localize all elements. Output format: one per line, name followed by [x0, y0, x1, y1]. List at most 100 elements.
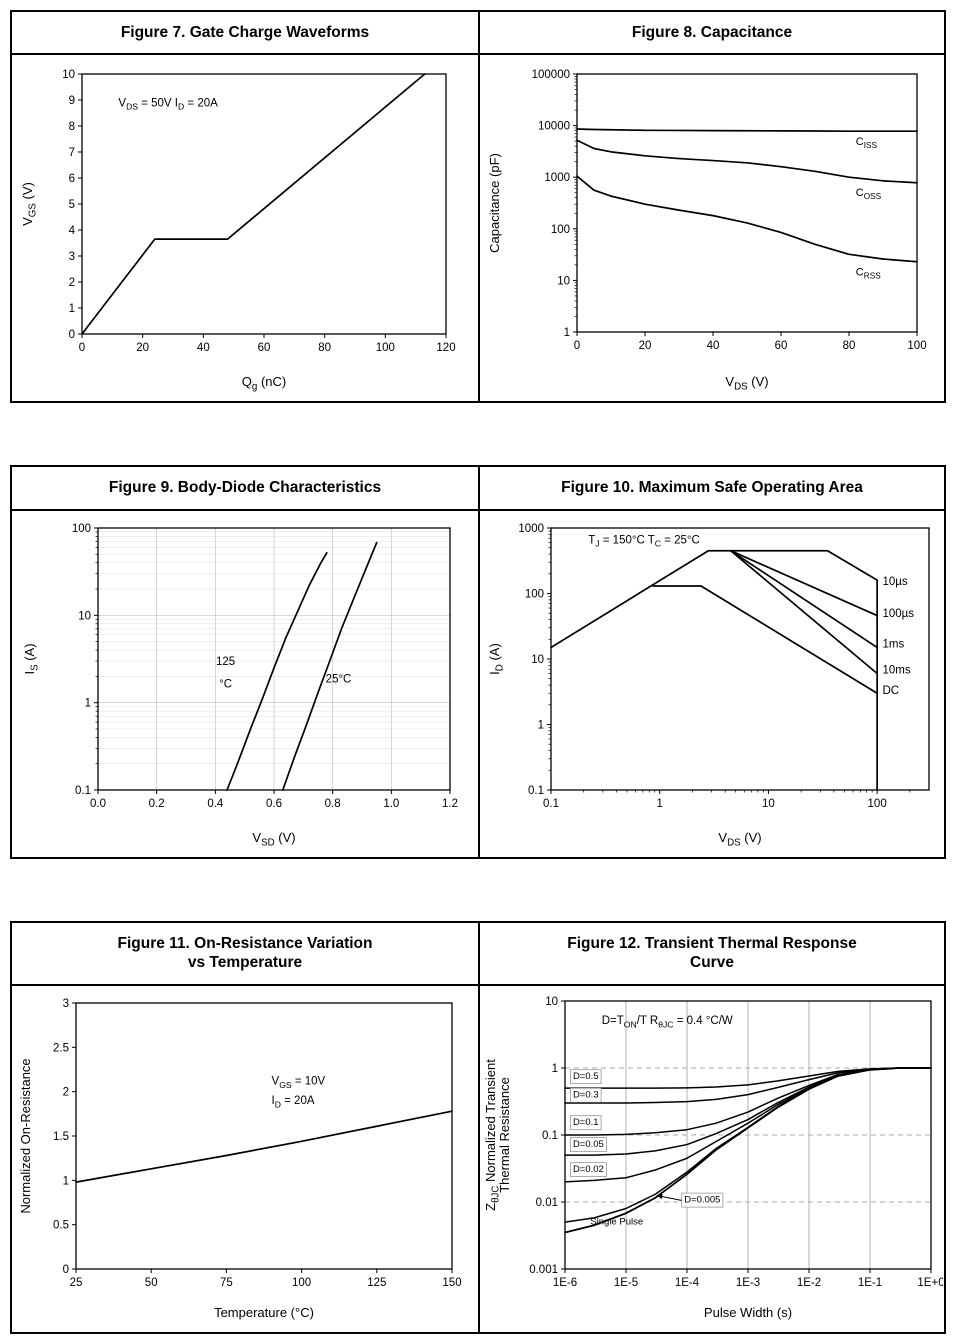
svg-text:1: 1 — [63, 1175, 69, 1187]
svg-text:0.1: 0.1 — [528, 785, 544, 797]
svg-text:60: 60 — [775, 340, 788, 352]
svg-text:Capacitance (pF): Capacitance (pF) — [487, 154, 502, 254]
svg-text:150: 150 — [442, 1277, 461, 1289]
svg-text:80: 80 — [843, 340, 856, 352]
svg-text:20: 20 — [136, 342, 149, 354]
svg-text:10µs: 10µs — [882, 576, 907, 588]
figure-8-panel: 0 20 40 60 80 100 1 10 100 1000 10000 100000 CISS COS… — [478, 55, 944, 402]
svg-text:D=0.02: D=0.02 — [573, 1164, 604, 1175]
svg-text:1.5: 1.5 — [53, 1131, 69, 1143]
figure-10-title: Figure 10. Maximum Safe Operating Area — [478, 467, 944, 511]
svg-text:1E-2: 1E-2 — [797, 1277, 821, 1289]
svg-text:1: 1 — [69, 303, 75, 315]
svg-text:100: 100 — [376, 342, 395, 354]
svg-text:7: 7 — [69, 147, 75, 159]
svg-text:0.01: 0.01 — [536, 1197, 558, 1209]
svg-text:100: 100 — [292, 1277, 311, 1289]
svg-text:40: 40 — [197, 342, 210, 354]
figure-table-9-10: Figure 9. Body-Diode Characteristics Fig… — [10, 465, 946, 859]
chart-row-7-8: 0 20 40 60 80 100 120 0 1 2 3 4 5 6 7 8 9 10 VDS = 50V ID … — [12, 55, 944, 402]
svg-text:D=0.05: D=0.05 — [573, 1139, 604, 1150]
figure-11-title-text: Figure 11. On-Resistance Variation vs Te… — [117, 934, 373, 972]
svg-text:1E-5: 1E-5 — [614, 1277, 638, 1289]
svg-text:40: 40 — [707, 340, 720, 352]
svg-text:1.2: 1.2 — [442, 798, 458, 810]
svg-text:10: 10 — [78, 610, 91, 622]
figure-11-panel: 25 50 75 100 125 150 0 0.5 1 1.5 2 2.5 3 VGS = 10V ID … — [12, 985, 478, 1332]
svg-text:25°C: 25°C — [326, 673, 352, 685]
svg-text:75: 75 — [220, 1277, 233, 1289]
svg-text:0: 0 — [79, 342, 85, 354]
svg-text:0.2: 0.2 — [149, 798, 165, 810]
svg-text:50: 50 — [145, 1277, 158, 1289]
svg-text:10: 10 — [545, 996, 558, 1008]
svg-text:25: 25 — [70, 1277, 83, 1289]
header-row-9-10: Figure 9. Body-Diode Characteristics Fig… — [12, 467, 944, 511]
figure-7-title-text: Figure 7. Gate Charge Waveforms — [120, 24, 370, 41]
figure-10-title-text: Figure 10. Maximum Safe Operating Area — [561, 479, 863, 497]
figure-9-chart: 0.0 0.2 0.4 0.6 0.8 1.0 1.2 0.1 1 10 100 125 °C 25°C V… — [22, 523, 458, 849]
svg-text:0.6: 0.6 — [266, 798, 282, 810]
svg-text:0.001: 0.001 — [529, 1264, 558, 1276]
svg-text:Temperature (°C): Temperature (°C) — [214, 1305, 314, 1320]
svg-text:ID (A): ID (A) — [487, 643, 506, 675]
svg-text:10: 10 — [557, 276, 570, 288]
svg-text:TJ = 150°C TC = 25°C: TJ = 150°C TC = 25°C — [588, 534, 700, 548]
figure-8-title: Figure 8. Capacitance — [478, 12, 944, 56]
svg-text:CRSS: CRSS — [856, 267, 881, 281]
figure-table-7-8: Figure 7. Gate Charge Waveforms Figure 8… — [10, 10, 946, 404]
figure-12-panel: 1E-6 1E-5 1E-4 1E-3 1E-2 1E-1 1E+0 0.001 0.01 0.1… — [478, 985, 944, 1332]
svg-text:6: 6 — [69, 173, 75, 185]
svg-text:°C: °C — [219, 678, 232, 690]
svg-text:0.0: 0.0 — [90, 798, 106, 810]
svg-text:2: 2 — [69, 277, 75, 289]
figure-10-chart: 0.1 1 10 100 0.1 1 10 100 1000 TJ = 150°C TC = 25… — [487, 523, 930, 848]
svg-text:1000: 1000 — [518, 523, 544, 535]
svg-text:COSS: COSS — [856, 187, 882, 201]
figure-7-title: Figure 7. Gate Charge Waveforms — [12, 12, 478, 56]
figure-8-title-text: Figure 8. Capacitance — [631, 24, 793, 41]
svg-text:0.1: 0.1 — [75, 785, 91, 797]
svg-text:8: 8 — [69, 121, 75, 133]
svg-text:VDS (V): VDS (V) — [725, 374, 768, 393]
svg-text:120: 120 — [436, 342, 455, 354]
svg-text:3: 3 — [63, 998, 69, 1010]
svg-text:1: 1 — [552, 1063, 558, 1075]
svg-text:100: 100 — [525, 588, 544, 600]
figure-10-panel: 0.1 1 10 100 0.1 1 10 100 1000 TJ = 150°C TC = 25… — [478, 510, 944, 857]
svg-text:0.1: 0.1 — [543, 798, 559, 810]
svg-text:2: 2 — [63, 1086, 69, 1098]
figure-12-chart: 1E-6 1E-5 1E-4 1E-3 1E-2 1E-1 1E+0 0.001 0.01 0.1… — [483, 996, 943, 1320]
svg-text:0: 0 — [574, 340, 580, 352]
header-row-7-8: Figure 7. Gate Charge Waveforms Figure 8… — [12, 12, 944, 56]
svg-text:Normalized On-Resistance: Normalized On-Resistance — [18, 1058, 33, 1213]
svg-text:1E-4: 1E-4 — [675, 1277, 700, 1289]
svg-text:1ms: 1ms — [882, 638, 904, 650]
svg-text:10: 10 — [531, 654, 544, 666]
svg-text:1: 1 — [85, 697, 91, 709]
svg-text:100: 100 — [72, 523, 91, 535]
svg-text:100: 100 — [551, 224, 570, 236]
svg-text:4: 4 — [69, 225, 76, 237]
figure-9-panel: 0.0 0.2 0.4 0.6 0.8 1.0 1.2 0.1 1 10 100 125 °C 25°C V… — [12, 510, 478, 857]
figure-11-chart: 25 50 75 100 125 150 0 0.5 1 1.5 2 2.5 3 VGS = 10V ID … — [18, 998, 462, 1320]
svg-text:1: 1 — [657, 798, 663, 810]
svg-text:D=0.005: D=0.005 — [684, 1194, 720, 1205]
svg-text:Qg (nC): Qg (nC) — [242, 374, 286, 393]
svg-text:100000: 100000 — [532, 69, 570, 81]
chart-row-9-10: 0.0 0.2 0.4 0.6 0.8 1.0 1.2 0.1 1 10 100 125 °C 25°C V… — [12, 510, 944, 857]
svg-text:0: 0 — [69, 329, 75, 341]
svg-text:VGS = 10V: VGS = 10V — [272, 1075, 326, 1089]
svg-text:5: 5 — [69, 199, 75, 211]
svg-text:VDS = 50V ID = 20A: VDS = 50V ID = 20A — [118, 98, 218, 112]
svg-text:3: 3 — [69, 251, 75, 263]
svg-text:0.4: 0.4 — [207, 798, 224, 810]
figure-11-title: Figure 11. On-Resistance Variation vs Te… — [12, 923, 478, 986]
svg-text:D=0.3: D=0.3 — [573, 1089, 599, 1100]
svg-text:100µs: 100µs — [882, 608, 914, 620]
figure-12-title: Figure 12. Transient Thermal Response Cu… — [478, 922, 944, 986]
svg-text:10ms: 10ms — [882, 664, 910, 676]
svg-text:Thermal Resistance: Thermal Resistance — [497, 1077, 512, 1193]
svg-text:D=0.5: D=0.5 — [573, 1071, 599, 1082]
